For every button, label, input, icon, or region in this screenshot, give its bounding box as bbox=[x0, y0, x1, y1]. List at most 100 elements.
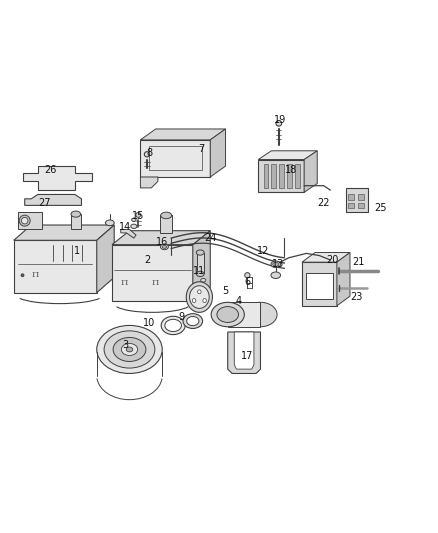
Ellipse shape bbox=[145, 152, 150, 157]
Ellipse shape bbox=[203, 298, 206, 303]
Bar bbox=[279, 164, 284, 188]
Bar bbox=[71, 214, 81, 229]
Text: 26: 26 bbox=[45, 165, 57, 175]
Ellipse shape bbox=[201, 278, 206, 282]
Ellipse shape bbox=[192, 298, 196, 303]
Text: 9: 9 bbox=[179, 312, 185, 322]
Ellipse shape bbox=[132, 218, 136, 222]
Ellipse shape bbox=[131, 224, 137, 229]
Polygon shape bbox=[25, 195, 81, 205]
Polygon shape bbox=[228, 332, 261, 374]
Polygon shape bbox=[112, 245, 193, 302]
Ellipse shape bbox=[273, 262, 279, 266]
Text: 19: 19 bbox=[274, 115, 286, 125]
Ellipse shape bbox=[136, 213, 141, 217]
Polygon shape bbox=[112, 231, 210, 245]
Text: 20: 20 bbox=[326, 255, 339, 265]
Polygon shape bbox=[14, 240, 97, 293]
Ellipse shape bbox=[183, 313, 203, 328]
Text: 5: 5 bbox=[223, 286, 229, 295]
Text: 6: 6 bbox=[244, 277, 251, 287]
Polygon shape bbox=[210, 129, 226, 177]
Ellipse shape bbox=[162, 245, 166, 248]
Polygon shape bbox=[234, 332, 254, 369]
Ellipse shape bbox=[196, 250, 204, 255]
Text: 11: 11 bbox=[193, 266, 205, 276]
Bar bbox=[18, 212, 42, 229]
Polygon shape bbox=[302, 253, 350, 262]
Ellipse shape bbox=[113, 337, 146, 361]
Ellipse shape bbox=[165, 319, 181, 332]
Ellipse shape bbox=[121, 343, 138, 356]
Polygon shape bbox=[258, 159, 304, 192]
Bar bbox=[346, 188, 368, 212]
Polygon shape bbox=[193, 231, 210, 302]
Polygon shape bbox=[141, 140, 210, 177]
Text: 8: 8 bbox=[146, 148, 152, 158]
Bar bbox=[160, 215, 172, 233]
Text: 13: 13 bbox=[272, 260, 284, 269]
Ellipse shape bbox=[21, 274, 24, 277]
Polygon shape bbox=[258, 151, 317, 159]
Ellipse shape bbox=[271, 272, 281, 279]
Ellipse shape bbox=[198, 290, 201, 294]
Ellipse shape bbox=[106, 220, 114, 225]
Ellipse shape bbox=[196, 271, 204, 277]
Text: 18: 18 bbox=[285, 165, 297, 175]
Ellipse shape bbox=[126, 347, 133, 352]
Bar bbox=[287, 164, 292, 188]
Bar bbox=[306, 273, 332, 299]
Text: 16: 16 bbox=[156, 238, 168, 247]
Text: 15: 15 bbox=[132, 211, 145, 221]
Ellipse shape bbox=[244, 302, 277, 327]
Bar bbox=[197, 253, 204, 273]
Polygon shape bbox=[337, 253, 350, 306]
Ellipse shape bbox=[71, 211, 81, 217]
Ellipse shape bbox=[276, 120, 282, 126]
Text: 23: 23 bbox=[350, 292, 363, 302]
Ellipse shape bbox=[190, 286, 209, 309]
Bar bbox=[295, 164, 300, 188]
Text: 14: 14 bbox=[119, 222, 131, 232]
Polygon shape bbox=[304, 151, 317, 192]
Text: 24: 24 bbox=[204, 233, 216, 243]
Bar bbox=[348, 203, 354, 208]
Polygon shape bbox=[121, 229, 136, 238]
Text: П: П bbox=[151, 279, 159, 287]
Ellipse shape bbox=[245, 272, 250, 278]
Ellipse shape bbox=[21, 217, 28, 224]
Text: П: П bbox=[121, 279, 128, 287]
Bar bbox=[358, 203, 364, 208]
Text: 25: 25 bbox=[374, 203, 387, 213]
Text: 1: 1 bbox=[74, 246, 80, 256]
Polygon shape bbox=[14, 225, 114, 240]
Bar bbox=[272, 164, 276, 188]
Ellipse shape bbox=[217, 306, 239, 322]
Ellipse shape bbox=[186, 282, 212, 312]
Bar bbox=[348, 194, 354, 200]
Bar bbox=[358, 194, 364, 200]
Polygon shape bbox=[141, 177, 158, 188]
Text: 21: 21 bbox=[353, 257, 365, 267]
Ellipse shape bbox=[19, 215, 30, 226]
Ellipse shape bbox=[161, 212, 172, 219]
Polygon shape bbox=[228, 302, 261, 327]
Polygon shape bbox=[22, 166, 92, 190]
Text: 7: 7 bbox=[198, 143, 205, 154]
Ellipse shape bbox=[160, 244, 168, 249]
Text: 27: 27 bbox=[38, 198, 51, 208]
Text: 12: 12 bbox=[257, 246, 269, 256]
Ellipse shape bbox=[161, 316, 185, 335]
Ellipse shape bbox=[104, 331, 155, 368]
Text: 2: 2 bbox=[144, 255, 150, 265]
Bar bbox=[149, 147, 201, 171]
Polygon shape bbox=[97, 225, 114, 293]
Ellipse shape bbox=[97, 326, 162, 374]
Polygon shape bbox=[141, 129, 226, 140]
Ellipse shape bbox=[187, 317, 199, 326]
Text: 22: 22 bbox=[318, 198, 330, 208]
Text: 17: 17 bbox=[241, 351, 254, 361]
Ellipse shape bbox=[211, 302, 244, 327]
Text: П: П bbox=[31, 271, 39, 279]
Polygon shape bbox=[302, 262, 337, 306]
